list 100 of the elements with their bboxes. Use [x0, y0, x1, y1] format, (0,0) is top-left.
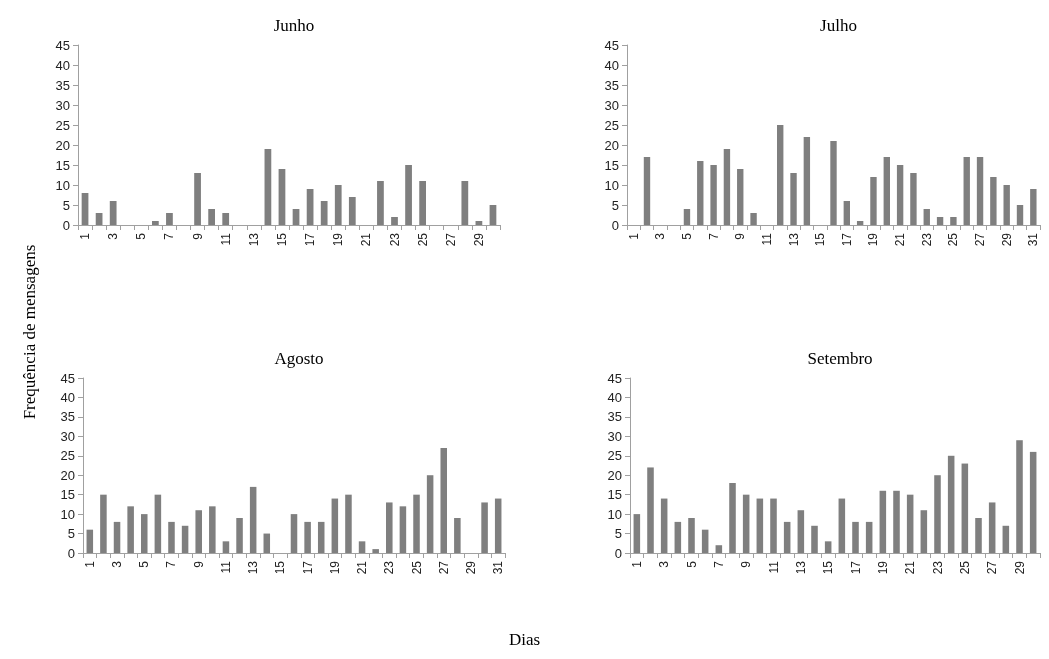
y-tick-label: 35 — [604, 77, 619, 93]
chart-title: Julho — [820, 16, 857, 35]
bar — [304, 521, 311, 553]
x-tick-label: 29 — [1012, 560, 1027, 575]
x-tick-label: 15 — [273, 560, 288, 575]
bar — [879, 490, 887, 553]
x-tick-label: 19 — [875, 560, 890, 575]
x-tick-label: 3 — [106, 232, 121, 240]
bar — [697, 161, 704, 225]
x-tick-label: 11 — [766, 560, 781, 574]
x-tick-label: 17 — [303, 232, 318, 247]
y-tick-label: 0 — [67, 545, 75, 561]
bar — [797, 510, 805, 553]
bar — [1003, 185, 1010, 225]
bar — [113, 521, 121, 553]
bar — [947, 455, 955, 553]
bar — [715, 545, 723, 553]
x-tick-label: 25 — [409, 560, 424, 575]
bar — [1030, 189, 1037, 225]
bar — [910, 173, 917, 225]
bar — [86, 529, 94, 553]
x-tick-label: 15 — [821, 560, 836, 575]
bar — [194, 173, 201, 225]
y-tick-label: 30 — [55, 97, 70, 113]
bar — [222, 213, 230, 225]
bar — [920, 510, 928, 553]
x-tick-label: 21 — [355, 560, 370, 575]
bar — [963, 157, 970, 225]
bar — [1016, 205, 1024, 225]
bar — [701, 529, 709, 553]
x-tick-label: 25 — [957, 560, 972, 575]
bar — [290, 514, 298, 553]
x-tick-label: 31 — [491, 560, 506, 575]
x-tick-label: 23 — [382, 560, 397, 575]
bar — [348, 197, 356, 225]
x-tick-label: 27 — [436, 560, 451, 575]
bar — [358, 541, 366, 553]
bar — [770, 498, 777, 553]
bar — [988, 502, 996, 553]
bar — [976, 157, 984, 225]
y-tick-label: 40 — [55, 57, 70, 73]
x-tick-label: 7 — [162, 232, 177, 240]
bar — [168, 521, 175, 553]
y-tick-label: 10 — [60, 506, 75, 522]
x-tick-label: 5 — [134, 232, 149, 240]
bar — [934, 475, 941, 553]
chart-title: Setembro — [807, 349, 873, 368]
bar — [100, 494, 107, 553]
x-tick-label: 21 — [903, 560, 918, 575]
bar — [494, 498, 502, 553]
x-tick-label: 21 — [893, 232, 908, 247]
bar — [729, 483, 736, 553]
bar — [843, 201, 851, 225]
x-tick-label: 25 — [415, 232, 430, 247]
bar — [830, 141, 837, 225]
bar — [222, 541, 230, 553]
bar — [454, 518, 461, 553]
y-tick-label: 45 — [55, 37, 70, 53]
bar — [870, 177, 877, 225]
bar — [674, 521, 682, 553]
bar — [236, 518, 243, 553]
bar — [633, 514, 641, 553]
x-tick-label: 19 — [866, 232, 881, 247]
x-tick-label: 5 — [137, 560, 152, 568]
bar — [923, 209, 930, 225]
bar — [688, 518, 695, 553]
bar — [481, 502, 488, 553]
bar — [783, 521, 791, 553]
bar — [413, 494, 420, 553]
bar — [896, 165, 904, 225]
x-tick-label: 27 — [985, 560, 1000, 575]
x-tick-label: 11 — [759, 232, 774, 246]
x-tick-label: 23 — [387, 232, 402, 247]
bar — [109, 201, 117, 225]
y-tick-label: 20 — [60, 467, 75, 483]
x-tick-label: 5 — [679, 232, 694, 240]
y-tick-label: 45 — [607, 370, 622, 386]
y-tick-label: 0 — [611, 217, 619, 233]
x-tick-label: 29 — [471, 232, 486, 247]
bar — [195, 510, 202, 553]
bar — [377, 181, 384, 225]
y-tick-label: 25 — [55, 117, 70, 133]
bar — [790, 173, 797, 225]
y-tick-label: 0 — [614, 545, 622, 561]
x-tick-label: 1 — [82, 560, 97, 568]
y-tick-label: 40 — [604, 57, 619, 73]
bar — [334, 185, 342, 225]
bar — [1002, 525, 1010, 553]
bar — [660, 498, 668, 553]
bar — [742, 494, 750, 553]
x-tick-label: 13 — [786, 232, 801, 247]
x-tick-label: 13 — [246, 232, 261, 247]
bar — [263, 533, 271, 553]
bar — [320, 201, 328, 225]
y-tick-label: 15 — [55, 157, 70, 173]
y-tick-label: 5 — [67, 526, 75, 542]
x-tick-label: 13 — [246, 560, 261, 575]
x-tick-label: 25 — [946, 232, 961, 247]
y-tick-label: 35 — [55, 77, 70, 93]
x-tick-label: 19 — [331, 232, 346, 247]
